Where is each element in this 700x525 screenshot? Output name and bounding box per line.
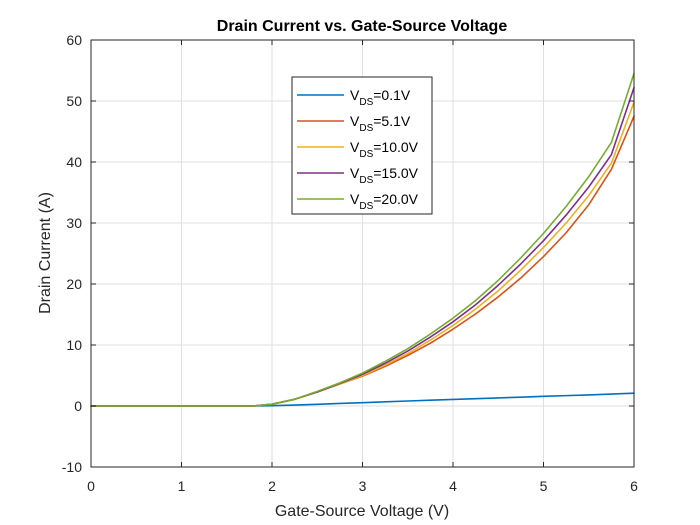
x-tick-label: 6: [630, 478, 638, 494]
axis-ticks: [90, 39, 635, 468]
legend-entry-subscript: DS: [359, 175, 373, 186]
legend-entry-prefix: V: [350, 191, 360, 207]
tick-labels: 0 1 2 3 4 5 6 -10 0 10 20 30 40 50 60: [62, 32, 638, 494]
x-tick-label: 5: [540, 478, 548, 494]
legend-entry-suffix: =10.0V: [373, 139, 418, 155]
legend: VDS=0.1VVDS=5.1VVDS=10.0VVDS=15.0VVDS=20…: [291, 76, 433, 215]
legend-entry-prefix: V: [350, 165, 360, 181]
legend-entry-prefix: V: [350, 113, 360, 129]
legend-entry-4: VDS=15.0V: [350, 165, 419, 186]
x-tick-label: 3: [359, 478, 367, 494]
y-tick-label: 0: [74, 398, 82, 414]
chart-title: Drain Current vs. Gate-Source Voltage: [217, 18, 508, 35]
legend-entry-suffix: =0.1V: [373, 87, 411, 103]
x-tick-label: 0: [87, 478, 95, 494]
y-tick-label: 60: [66, 32, 82, 48]
y-tick-label: 50: [66, 93, 82, 109]
legend-entry-2: VDS=5.1V: [350, 113, 411, 134]
series-line-1: [90, 392, 635, 407]
legend-entry-3: VDS=10.0V: [350, 139, 419, 160]
x-tick-label: 4: [449, 478, 457, 494]
y-tick-label: 30: [66, 215, 82, 231]
legend-entry-suffix: =15.0V: [373, 165, 418, 181]
legend-entry-prefix: V: [350, 139, 360, 155]
series-line-5: [90, 72, 635, 407]
y-tick-label: -10: [62, 459, 82, 475]
x-tick-label: 1: [178, 478, 186, 494]
legend-entry-subscript: DS: [359, 149, 373, 160]
x-tick-label: 2: [268, 478, 276, 494]
y-tick-label: 10: [66, 337, 82, 353]
legend-entry-subscript: DS: [359, 123, 373, 134]
series-layer: [90, 72, 635, 407]
legend-entry-subscript: DS: [359, 97, 373, 108]
legend-entry-subscript: DS: [359, 201, 373, 212]
legend-entry-suffix: =20.0V: [373, 191, 418, 207]
legend-entry-suffix: =5.1V: [373, 113, 411, 129]
y-tick-label: 20: [66, 276, 82, 292]
y-axis-label: Drain Current (A): [37, 192, 54, 314]
legend-entry-prefix: V: [350, 87, 360, 103]
legend-entry-1: VDS=0.1V: [350, 87, 411, 108]
legend-entry-5: VDS=20.0V: [350, 191, 419, 212]
legend-box: [291, 76, 433, 215]
x-axis-label: Gate-Source Voltage (V): [275, 503, 449, 520]
y-tick-label: 40: [66, 154, 82, 170]
